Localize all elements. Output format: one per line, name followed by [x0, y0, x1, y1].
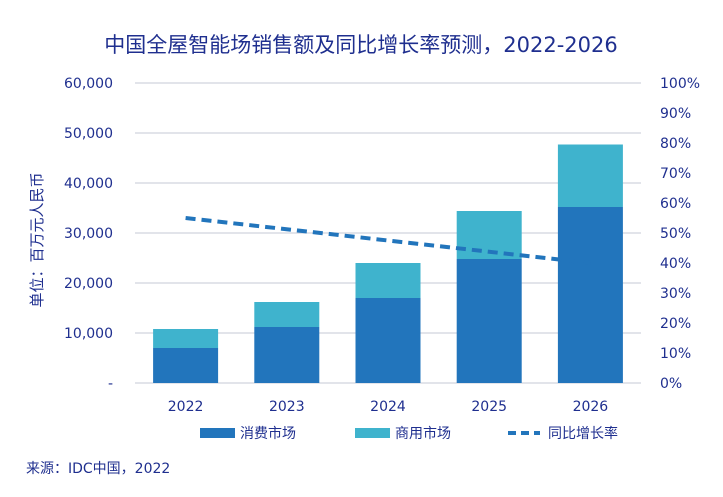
y-tick-label: 10,000: [64, 326, 113, 342]
y2-tick-label: 0%: [660, 376, 682, 392]
y2-tick-label: 20%: [660, 316, 691, 332]
y-tick-label: 60,000: [64, 76, 113, 92]
bar-consumer-2026: [557, 207, 623, 383]
y-tick-label: 20,000: [64, 276, 113, 292]
legend-label: 同比增长率: [548, 425, 618, 442]
legend: 消费市场 商用市场 同比增长率: [200, 425, 618, 442]
bar-commercial-2023: [254, 302, 320, 327]
y-tick-label: 50,000: [64, 126, 113, 142]
x-tick-label: 2023: [269, 399, 305, 415]
x-tick-label: 2025: [471, 399, 507, 415]
y2-tick-label: 80%: [660, 136, 691, 152]
growth-line-path: [185, 216, 591, 265]
bar-consumer-2024: [355, 298, 421, 383]
y2-tick-label: 90%: [660, 106, 691, 122]
y2-tick-label: 100%: [660, 76, 700, 92]
y2-tick-label: 40%: [660, 256, 691, 272]
x-axis-ticks: 2022 2023 2024 2025 2026: [168, 399, 609, 415]
y-tick-label: -: [108, 376, 113, 392]
x-tick-label: 2026: [573, 399, 609, 415]
y-tick-label: 40,000: [64, 176, 113, 192]
y2-tick-label: 50%: [660, 226, 691, 242]
legend-swatch-0: [200, 428, 235, 438]
bar-consumer-2025: [456, 259, 522, 383]
chart-title: 中国全屋智能场销售额及同比增长率预测，2022-2026: [104, 33, 617, 57]
bar-commercial-2026: [557, 144, 623, 207]
legend-swatch-1: [355, 428, 390, 438]
bar-commercial-2024: [355, 263, 421, 298]
bar-consumer-2022: [153, 348, 219, 383]
y-axis-label: 单位：百万元人民币: [28, 172, 46, 307]
x-tick-label: 2022: [168, 399, 204, 415]
left-axis-ticks: - 10,000 20,000 30,000 40,000 50,000 60,000: [64, 76, 113, 392]
legend-label: 商用市场: [395, 425, 451, 442]
legend-label: 消费市场: [240, 425, 296, 442]
x-tick-label: 2024: [370, 399, 406, 415]
bar-commercial-2022: [153, 329, 219, 348]
y-tick-label: 30,000: [64, 226, 113, 242]
y2-tick-label: 60%: [660, 196, 691, 212]
y2-tick-label: 70%: [660, 166, 691, 182]
y2-tick-label: 10%: [660, 346, 691, 362]
bars: [153, 144, 623, 383]
source-note: 来源：IDC中国，2022: [26, 461, 170, 477]
y2-tick-label: 30%: [660, 286, 691, 302]
right-axis-ticks: 0% 10% 20% 30% 40% 50% 60% 70% 80% 90% 100%: [660, 76, 700, 392]
growth-line: [185, 216, 591, 265]
bar-consumer-2023: [254, 327, 320, 383]
